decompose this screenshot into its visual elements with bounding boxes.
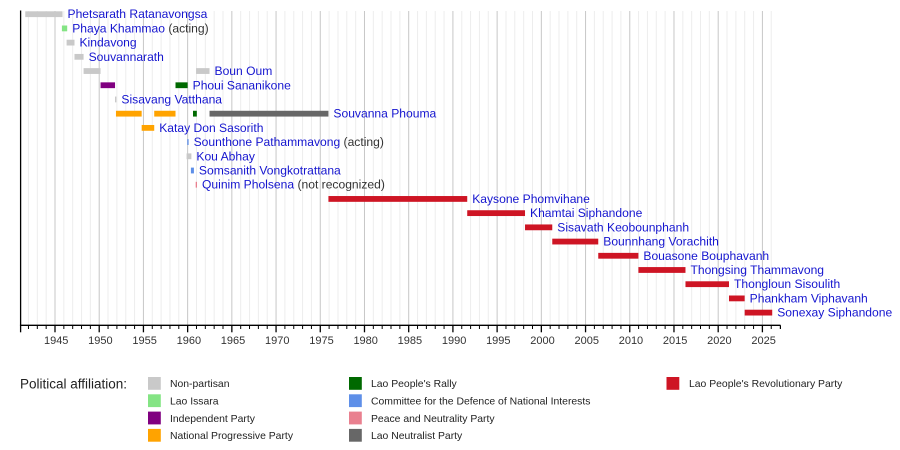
svg-text:Somsanith Vongkotrattana: Somsanith Vongkotrattana <box>199 164 341 178</box>
svg-text:1975: 1975 <box>309 335 333 347</box>
svg-text:Phankham Viphavanh: Phankham Viphavanh <box>750 291 868 305</box>
svg-text:2000: 2000 <box>530 335 554 347</box>
svg-text:Independent Party: Independent Party <box>170 414 256 425</box>
svg-text:Phaya Khammao (acting): Phaya Khammao (acting) <box>72 21 208 35</box>
svg-text:Thongsing Thammavong: Thongsing Thammavong <box>690 263 824 277</box>
svg-text:Bouasone Bouphavanh: Bouasone Bouphavanh <box>643 249 769 263</box>
svg-text:Lao People's Rally: Lao People's Rally <box>371 379 458 390</box>
svg-text:1965: 1965 <box>221 335 245 347</box>
svg-text:1960: 1960 <box>177 335 201 347</box>
svg-text:Lao Neutralist Party: Lao Neutralist Party <box>371 431 463 442</box>
svg-text:Lao Issara: Lao Issara <box>170 397 219 408</box>
svg-text:Katay Don Sasorith: Katay Don Sasorith <box>159 121 263 135</box>
svg-text:Boun Oum: Boun Oum <box>215 64 273 78</box>
svg-text:Sonexay Siphandone: Sonexay Siphandone <box>777 306 892 320</box>
svg-text:Kou Abhay: Kou Abhay <box>196 149 255 163</box>
svg-text:1995: 1995 <box>486 335 510 347</box>
svg-text:Bounnhang Vorachith: Bounnhang Vorachith <box>603 235 719 249</box>
svg-text:Phoui Sananikone: Phoui Sananikone <box>193 78 291 92</box>
svg-text:2020: 2020 <box>707 335 731 347</box>
svg-text:Thongloun Sisoulith: Thongloun Sisoulith <box>734 277 840 291</box>
svg-text:Quinim Pholsena (not recognize: Quinim Pholsena (not recognized) <box>202 178 385 192</box>
svg-text:National Progressive Party: National Progressive Party <box>170 431 294 442</box>
svg-text:Peace and Neutrality Party: Peace and Neutrality Party <box>371 414 495 425</box>
svg-text:Non-partisan: Non-partisan <box>170 379 230 390</box>
svg-text:Khamtai Siphandone: Khamtai Siphandone <box>530 206 643 220</box>
svg-text:2005: 2005 <box>575 335 599 347</box>
svg-text:Kindavong: Kindavong <box>79 36 136 50</box>
svg-text:Souvanna Phouma: Souvanna Phouma <box>333 107 436 121</box>
svg-text:1980: 1980 <box>353 335 377 347</box>
svg-text:Sounthone Pathammavong (acting: Sounthone Pathammavong (acting) <box>194 135 384 149</box>
svg-text:Political affiliation:: Political affiliation: <box>20 377 127 392</box>
svg-text:1985: 1985 <box>398 335 422 347</box>
svg-text:Phetsarath Ratanavongsa: Phetsarath Ratanavongsa <box>68 7 208 21</box>
svg-text:1950: 1950 <box>88 335 112 347</box>
svg-text:1990: 1990 <box>442 335 466 347</box>
svg-text:Committee for the Defence of N: Committee for the Defence of National In… <box>371 397 590 408</box>
svg-text:Souvannarath: Souvannarath <box>89 50 164 64</box>
svg-text:1955: 1955 <box>132 335 156 347</box>
svg-text:2010: 2010 <box>619 335 643 347</box>
svg-text:1945: 1945 <box>44 335 68 347</box>
svg-text:Sisavang Vatthana: Sisavang Vatthana <box>121 92 222 106</box>
svg-text:2015: 2015 <box>663 335 687 347</box>
svg-text:1970: 1970 <box>265 335 289 347</box>
svg-text:Kaysone Phomvihane: Kaysone Phomvihane <box>472 192 590 206</box>
svg-text:Sisavath Keobounphanh: Sisavath Keobounphanh <box>557 220 689 234</box>
svg-text:Lao People's Revolutionary Par: Lao People's Revolutionary Party <box>689 379 843 390</box>
svg-text:2025: 2025 <box>751 335 775 347</box>
